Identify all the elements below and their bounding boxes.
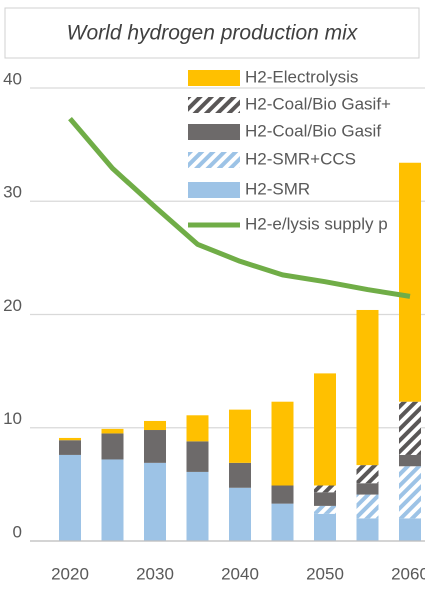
bar-segment [271, 503, 294, 541]
bar-segment [59, 440, 81, 455]
bar-segment [399, 162, 421, 402]
legend-swatch [188, 70, 240, 86]
bar-segment [356, 494, 379, 519]
bar-segment [229, 487, 251, 541]
chart-title: World hydrogen production mix [67, 22, 359, 45]
bar-segment [314, 373, 336, 486]
bar-segment [271, 485, 294, 504]
legend-label: H2-Coal/Bio Gasif [245, 121, 381, 140]
legend-swatch [188, 124, 240, 140]
legend-swatch [188, 182, 240, 198]
bar-segment [271, 401, 294, 486]
bar-segment [101, 428, 124, 434]
bar-segment [186, 415, 209, 442]
bar-segment [101, 459, 124, 541]
bar-segment [229, 462, 251, 488]
x-tick-label: 2030 [136, 564, 174, 583]
legend-swatch [188, 152, 240, 168]
bar-segment [399, 401, 421, 455]
legend-label: H2-SMR+CCS [245, 149, 356, 168]
bar-segment [314, 485, 336, 493]
bar-segment [356, 518, 379, 541]
bar-segment [186, 471, 209, 541]
y-tick-label: 40 [3, 69, 22, 88]
bar-segment [314, 505, 336, 514]
y-tick-label: 0 [13, 522, 22, 541]
y-tick-label: 10 [3, 409, 22, 428]
line [68, 116, 411, 299]
bar-segment [356, 483, 379, 495]
bar-segment [356, 465, 379, 484]
x-tick-label: 2040 [221, 564, 259, 583]
legend-label: H2-e/lysis supply p [245, 214, 388, 233]
bar-segment [186, 441, 209, 472]
bar-segment [144, 430, 166, 463]
legend-label: H2-Coal/Bio Gasif+ [245, 94, 391, 113]
bar-segment [144, 420, 166, 431]
x-tick-label: 2060 [391, 564, 425, 583]
legend-label: H2-Electrolysis [245, 67, 358, 86]
bar-segment [399, 518, 421, 541]
y-tick-label: 30 [3, 183, 22, 202]
title-box [4, 7, 420, 59]
x-tick-label: 2020 [51, 564, 89, 583]
x-tick-label: 2050 [306, 564, 344, 583]
bar-segment [399, 466, 421, 519]
bar-segment [314, 513, 336, 541]
y-tick-label: 20 [3, 296, 22, 315]
legend-swatch [188, 97, 240, 113]
bar-segment [399, 454, 421, 467]
bar-segment [356, 309, 379, 466]
bar-segment [59, 437, 81, 441]
legend-label: H2-SMR [245, 179, 310, 198]
bar-segment [144, 462, 166, 541]
bar-segment [314, 492, 336, 506]
bar-segment [59, 454, 81, 541]
bar-segment [101, 433, 124, 460]
bar-segment [229, 409, 251, 463]
